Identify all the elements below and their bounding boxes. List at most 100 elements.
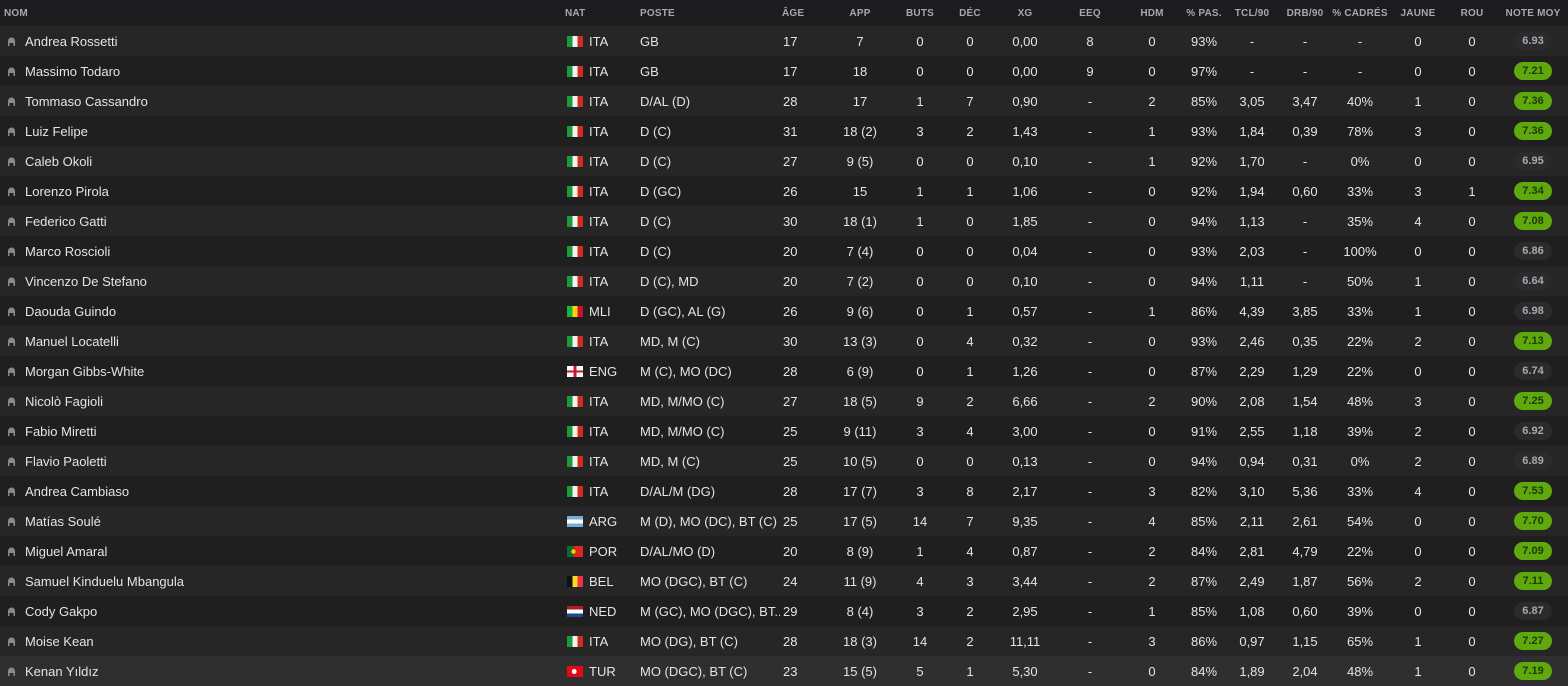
player-name[interactable]: Cody Gakpo — [25, 603, 98, 619]
table-row[interactable]: Nicolò Fagioli ITA MD, M/MO (C) 27 18 (5) 9 2 6… — [0, 386, 1568, 416]
stat-clean-sheets: - — [1087, 93, 1093, 109]
stat-red: 0 — [1468, 423, 1476, 439]
player-name[interactable]: Andrea Rossetti — [25, 33, 118, 49]
avg-rating: 7.08 — [1503, 206, 1563, 236]
col-header-red[interactable]: ROU — [1460, 7, 1484, 19]
col-header-yellow[interactable]: JAUNE — [1400, 7, 1436, 19]
stat-dribbles: - — [1302, 273, 1308, 289]
table-row[interactable]: Tommaso Cassandro ITA D/AL (D) 28 17 1 7 0,90-2… — [0, 86, 1568, 116]
table-row[interactable]: Morgan Gibbs-White ENG M (C), MO (DC) 28 6 (… — [0, 356, 1568, 386]
table-row[interactable]: Moise Kean ITA MO (DG), BT (C) 28 18 (3) 14 2 1… — [0, 626, 1568, 656]
table-row[interactable]: Lorenzo Pirola ITA D (GC) 26 15 1 1 1,06 - 0 92% 1,… — [0, 176, 1568, 206]
avg-rating: 6.64 — [1503, 266, 1563, 296]
player-name[interactable]: Samuel Kinduelu Mbangula — [25, 573, 184, 589]
col-header-avg-rating[interactable]: NOTE MOY — [1505, 7, 1561, 19]
player-name[interactable]: Flavio Paoletti — [25, 453, 107, 469]
table-row[interactable]: Miguel Amaral POR D/AL/MO (D) 20 8 (9) 1 4 0,87… — [0, 536, 1568, 566]
stat-xg: 0,87 — [1012, 543, 1038, 559]
stat-xg: 1,06 — [1012, 183, 1038, 199]
col-header-goals[interactable]: BUTS — [905, 7, 935, 19]
player-name[interactable]: Kenan Yıldız — [25, 663, 99, 679]
player-name[interactable]: Moise Kean — [25, 633, 94, 649]
stat-pass-pct: 92% — [1190, 153, 1218, 169]
player-icon — [8, 67, 15, 76]
stat-goals: 9 — [916, 393, 924, 409]
stat-red: 0 — [1468, 333, 1476, 349]
player-name[interactable]: Morgan Gibbs-White — [25, 363, 145, 379]
table-row[interactable]: Matías Soulé ARG M (D), MO (DC), BT (C) 25 1… — [0, 506, 1568, 536]
col-header-clean-sheets[interactable]: EEQ — [1079, 7, 1101, 19]
col-header-assists[interactable]: DÉC — [959, 7, 981, 19]
player-name[interactable]: Manuel Locatelli — [25, 333, 119, 349]
table-row[interactable]: Flavio Paoletti ITA MD, M (C) 25 10 (5) 0 0 0,1… — [0, 446, 1568, 476]
stat-clean-sheets: - — [1087, 183, 1093, 199]
col-header-potm[interactable]: HDM — [1140, 7, 1164, 19]
table-row[interactable]: Federico Gatti ITA D (C) 30 18 (1) 1 0 1,85 - 0 94… — [0, 206, 1568, 236]
stat-red: 0 — [1468, 453, 1476, 469]
rating-badge: 7.25 — [1514, 392, 1552, 410]
col-header-pass-pct[interactable]: % PAS. — [1186, 7, 1222, 19]
stat-xg: 0,10 — [1012, 153, 1038, 169]
player-name[interactable]: Federico Gatti — [25, 213, 107, 229]
stat-clean-sheets: - — [1087, 213, 1093, 229]
col-header-age[interactable]: ÂGE — [782, 7, 805, 19]
stat-clean-sheets: - — [1087, 453, 1093, 469]
table-row[interactable]: Marco Roscioli ITA D (C) 20 7 (4) 0 0 0,04 - 0 93%… — [0, 236, 1568, 266]
table-row[interactable]: Andrea Rossetti ITA GB 17 7 0 0 0,00 8 0 93% - - - 0 0 6… — [0, 26, 1568, 56]
player-name[interactable]: Nicolò Fagioli — [25, 393, 104, 409]
stat-assists: 0 — [966, 243, 974, 259]
player-name[interactable]: Marco Roscioli — [25, 243, 111, 259]
col-header-name[interactable]: NOM — [4, 7, 28, 19]
stat-goals: 14 — [912, 633, 928, 649]
player-name[interactable]: Luiz Felipe — [25, 123, 88, 139]
table-row[interactable]: Luiz Felipe ITA D (C) 31 18 (2) 3 2 1,43 - 1 93% 1,… — [0, 116, 1568, 146]
player-name[interactable]: Tommaso Cassandro — [25, 93, 148, 109]
stat-potm: 3 — [1148, 483, 1156, 499]
rating-badge: 7.11 — [1514, 572, 1552, 590]
player-name[interactable]: Massimo Todaro — [25, 63, 121, 79]
stat-goals: 0 — [916, 363, 924, 379]
col-header-dribbles[interactable]: DRB/90 — [1286, 7, 1324, 19]
table-row[interactable]: Daouda Guindo MLI D (GC), AL (G) 26 9 (6) 0 1 0… — [0, 296, 1568, 326]
table-row[interactable]: Massimo Todaro ITA GB 17 18 0 0 0,00 9 0 97% - - - 0 0 7… — [0, 56, 1568, 86]
stat-red: 0 — [1468, 153, 1476, 169]
nationality: ENG — [567, 356, 637, 386]
stat-yellow: 2 — [1414, 573, 1422, 589]
stat-potm: 0 — [1148, 423, 1156, 439]
table-row[interactable]: Samuel Kinduelu Mbangula BEL MO (DGC), BT … — [0, 566, 1568, 596]
avg-rating: 7.70 — [1503, 506, 1563, 536]
nationality-code: ITA — [589, 393, 609, 409]
nationality: POR — [567, 536, 637, 566]
player-name[interactable]: Caleb Okoli — [25, 153, 93, 169]
stat-age: 25 — [783, 453, 798, 469]
table-row[interactable]: Kenan Yıldız TUR MO (DGC), BT (C) 23 15 (5) 5… — [0, 656, 1568, 686]
avg-rating: 7.27 — [1503, 626, 1563, 656]
player-icon — [8, 127, 15, 136]
col-header-shots-on-target[interactable]: % CADRÉS — [1332, 7, 1388, 19]
stat-dribbles: 1,18 — [1292, 423, 1318, 439]
table-row[interactable]: Caleb Okoli ITA D (C) 27 9 (5) 0 0 0,10 - 1 92% 1,7… — [0, 146, 1568, 176]
col-header-xg[interactable]: XG — [1017, 7, 1033, 19]
table-row[interactable]: Andrea Cambiaso ITA D/AL/M (DG) 28 17 (7) 3 8 2… — [0, 476, 1568, 506]
stat-tackles: 1,08 — [1239, 603, 1265, 619]
stat-dribbles: 2,61 — [1292, 513, 1318, 529]
col-header-tackles[interactable]: TCL/90 — [1234, 7, 1270, 19]
player-icon — [8, 187, 15, 196]
table-row[interactable]: Cody Gakpo NED M (GC), MO (DGC), BT... 29 8 … — [0, 596, 1568, 626]
stat-potm: 0 — [1148, 183, 1156, 199]
table-row[interactable]: Manuel Locatelli ITA MD, M (C) 30 13 (3) 0 4 0,… — [0, 326, 1568, 356]
player-name[interactable]: Miguel Amaral — [25, 543, 108, 559]
player-name[interactable]: Andrea Cambiaso — [25, 483, 130, 499]
col-header-appearances[interactable]: APP — [849, 7, 871, 19]
player-name[interactable]: Daouda Guindo — [25, 303, 117, 319]
table-row[interactable]: Fabio Miretti ITA MD, M/MO (C) 25 9 (11) 3 4 3,… — [0, 416, 1568, 446]
player-name[interactable]: Fabio Miretti — [25, 423, 97, 439]
table-row[interactable]: Vincenzo De Stefano ITA D (C), MD 20 7 (2) 0 0… — [0, 266, 1568, 296]
player-name[interactable]: Matías Soulé — [25, 513, 101, 529]
player-icon — [8, 337, 15, 346]
player-name[interactable]: Lorenzo Pirola — [25, 183, 109, 199]
col-header-position[interactable]: POSTE — [640, 7, 675, 19]
player-name[interactable]: Vincenzo De Stefano — [25, 273, 147, 289]
col-header-nat[interactable]: NAT — [565, 7, 586, 19]
stat-goals: 0 — [916, 63, 924, 79]
